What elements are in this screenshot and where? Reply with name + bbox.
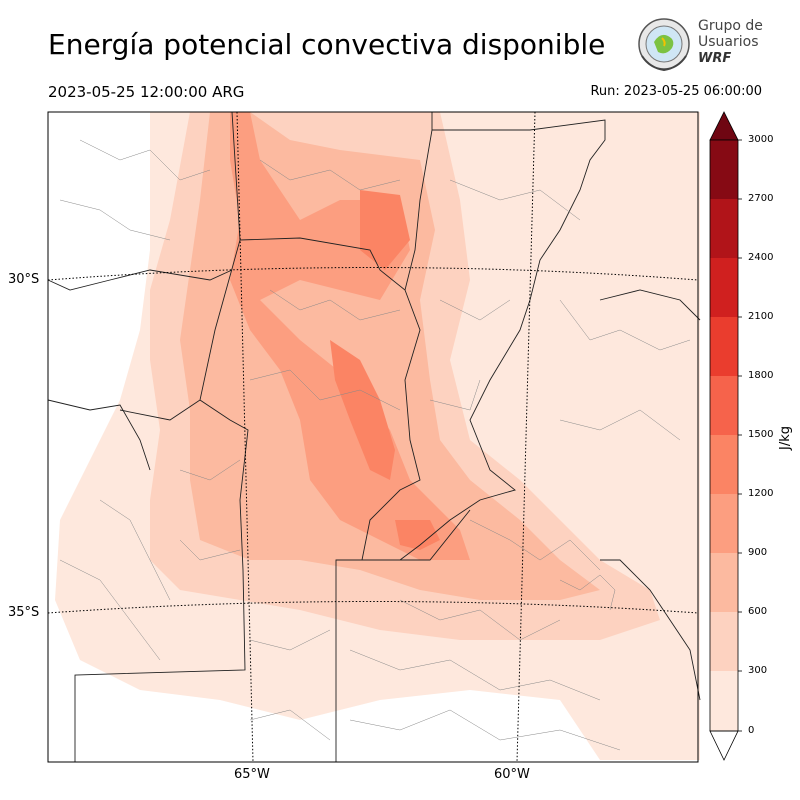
logo-text-line2: Usuarios	[698, 34, 759, 50]
department-borders	[59, 139, 691, 751]
valid-time: 2023-05-25 12:00:00 ARG	[48, 83, 245, 101]
colorbar-tick: 2400	[748, 252, 774, 263]
colorbar	[709, 111, 742, 761]
cape-field-900-1200	[230, 112, 470, 560]
colorbar-tick: 600	[748, 606, 768, 617]
run-time: Run: 2023-05-25 06:00:00	[590, 84, 762, 99]
colorbar-tick: 1500	[748, 429, 774, 440]
colorbar-tick: 3000	[748, 134, 774, 145]
graticule	[47, 111, 699, 763]
colorbar-tick: 900	[748, 547, 768, 558]
cape-field-1200-1500	[330, 190, 440, 550]
latitude-label-35s: 35°S	[8, 605, 40, 620]
wrf-logo: Grupo de Usuarios WRF	[636, 14, 766, 74]
map-panel	[47, 111, 701, 763]
colorbar-tick: 1200	[748, 488, 774, 499]
colorbar-tick: 0	[748, 725, 755, 736]
latitude-label-30s: 30°S	[8, 272, 40, 287]
globe-emblem-icon	[638, 18, 690, 72]
colorbar-tick: 2100	[748, 311, 774, 322]
page-title: Energía potencial convectiva disponible	[48, 28, 606, 61]
logo-text-line3: WRF	[698, 51, 732, 66]
logo-text-line1: Grupo de	[698, 18, 763, 34]
colorbar-label: J/kg	[778, 426, 793, 450]
longitude-label-65w: 65°W	[234, 767, 270, 782]
colorbar-tick: 1800	[748, 370, 774, 381]
colorbar-tick: 300	[748, 665, 768, 676]
colorbar-tick: 2700	[748, 193, 774, 204]
longitude-label-60w: 60°W	[494, 767, 530, 782]
